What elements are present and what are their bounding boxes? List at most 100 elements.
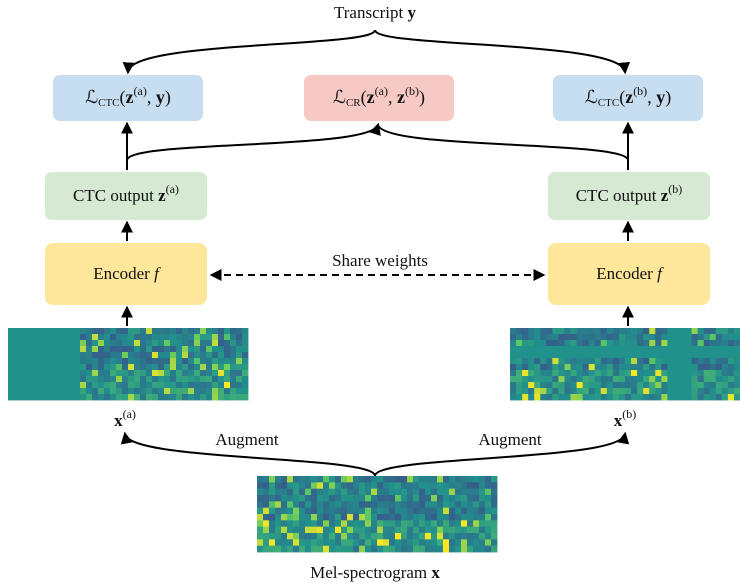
spectrogram-cell bbox=[263, 526, 270, 534]
spectrogram-cell bbox=[38, 382, 45, 389]
spectrogram-cell bbox=[359, 526, 366, 534]
spectrogram-cell bbox=[455, 539, 462, 547]
ctc-a-label: CTC output z(a) bbox=[73, 182, 179, 205]
spectrogram-cell bbox=[353, 482, 360, 490]
spectrogram-cell bbox=[110, 334, 117, 341]
spectrogram-cell bbox=[200, 358, 207, 365]
spectrogram-cell bbox=[293, 495, 300, 502]
spectrogram-cell bbox=[287, 501, 294, 509]
label-part: CTC output bbox=[576, 186, 661, 205]
spectrogram-cell bbox=[224, 364, 231, 371]
spectrogram-cell bbox=[86, 334, 93, 341]
spectrogram-cell bbox=[68, 376, 75, 383]
spectrogram-cell bbox=[437, 488, 444, 496]
spectrogram-cell bbox=[56, 370, 63, 377]
spectrogram-cell bbox=[80, 346, 87, 353]
spectrogram-cell bbox=[637, 358, 644, 365]
spectrogram-cell bbox=[419, 539, 426, 547]
spectrogram-cell bbox=[299, 488, 306, 496]
label-part: Encoder bbox=[93, 264, 154, 283]
spectrogram-cell bbox=[257, 501, 264, 509]
spectrogram-cell bbox=[727, 340, 735, 347]
spectrogram-cell bbox=[600, 334, 608, 341]
spectrogram-cell bbox=[20, 352, 27, 359]
spectrogram-cell bbox=[188, 334, 195, 341]
spectrogram-cell bbox=[134, 388, 141, 395]
spectrogram-cell bbox=[377, 482, 384, 490]
spectrogram-cell bbox=[407, 476, 414, 483]
spectrogram-cell bbox=[631, 370, 638, 377]
loss-box bbox=[53, 75, 203, 121]
spectrogram-cell bbox=[32, 388, 39, 395]
spectrogram-cell bbox=[528, 340, 535, 347]
spectrogram-cell bbox=[50, 346, 57, 353]
spectrogram-cell bbox=[92, 394, 99, 401]
spectrogram-cell bbox=[341, 488, 348, 496]
spectrogram-cell bbox=[269, 476, 276, 483]
spectrogram-cell bbox=[576, 394, 584, 401]
spectrogram-cell bbox=[188, 340, 195, 347]
spectrogram-cell bbox=[413, 507, 420, 515]
mel-label: Mel-spectrogram x bbox=[310, 563, 440, 582]
spectrogram-cell bbox=[299, 533, 306, 540]
spectrogram-cell bbox=[534, 382, 541, 389]
spectrogram-cell bbox=[152, 352, 159, 359]
spectrogram-cell bbox=[275, 501, 282, 509]
spectrogram-cell bbox=[540, 334, 547, 341]
spectrogram-cell bbox=[449, 495, 456, 502]
spectrogram-cell bbox=[359, 539, 366, 547]
arrow bbox=[377, 124, 629, 161]
spectrogram-cell bbox=[323, 520, 330, 528]
spectrogram-cell bbox=[395, 520, 402, 528]
spectrogram-cell bbox=[311, 526, 318, 534]
spectrogram-cell bbox=[727, 334, 735, 341]
spectrogram-cell bbox=[74, 376, 81, 383]
spectrogram-cell bbox=[188, 388, 195, 395]
spectrogram-cell bbox=[206, 340, 213, 347]
spectrogram-cell bbox=[383, 539, 390, 547]
spectrogram-cell bbox=[691, 388, 699, 395]
spectrogram-cell bbox=[685, 358, 692, 365]
spectrogram-cell bbox=[588, 376, 596, 383]
spectrogram-cell bbox=[44, 328, 51, 335]
spectrogram-cell bbox=[377, 539, 384, 547]
spectrogram-cell bbox=[655, 334, 662, 341]
spectrogram-cell bbox=[661, 388, 668, 395]
spectrogram-cell bbox=[437, 533, 444, 540]
spectrogram-cell bbox=[413, 526, 420, 534]
spectrogram-cell bbox=[263, 501, 270, 509]
spectrogram-cell bbox=[709, 376, 717, 383]
spectrogram-cell bbox=[552, 394, 559, 401]
spectrogram-cell bbox=[365, 533, 372, 540]
spectrogram-cell bbox=[74, 328, 81, 335]
spectrogram-cell bbox=[335, 514, 342, 521]
spectrogram-cell bbox=[558, 346, 565, 353]
spectrogram-cell bbox=[437, 501, 444, 509]
spectrogram-cell bbox=[443, 488, 450, 496]
spectrogram-cell bbox=[236, 370, 243, 377]
spectrogram-cell bbox=[431, 545, 438, 553]
spectrogram-cell bbox=[293, 526, 300, 534]
spectrogram-cell bbox=[697, 388, 705, 395]
spectrogram-cell bbox=[62, 334, 69, 341]
spectrogram-cell bbox=[152, 346, 159, 353]
spectrogram-cell bbox=[697, 328, 705, 335]
spectrogram-cell bbox=[582, 340, 590, 347]
spectrogram-cell bbox=[158, 394, 165, 401]
spectrogram-cell bbox=[62, 394, 69, 401]
spectrogram-cell bbox=[269, 482, 276, 490]
spectrogram-cell bbox=[80, 352, 87, 359]
spectrogram-cell bbox=[80, 382, 87, 389]
spectrogram-cell bbox=[146, 376, 153, 383]
spectrogram-cell bbox=[473, 520, 480, 528]
spectrogram-cell bbox=[691, 346, 699, 353]
spectrogram-cell bbox=[20, 334, 27, 341]
spectrogram-cell bbox=[491, 495, 498, 502]
spectrogram-cell bbox=[20, 358, 27, 365]
spectrogram-cell bbox=[32, 328, 39, 335]
spectrogram-cell bbox=[455, 545, 462, 553]
spectrogram-cell bbox=[317, 495, 324, 502]
spectrogram-cell bbox=[643, 370, 650, 377]
spectrogram-cell bbox=[182, 382, 189, 389]
